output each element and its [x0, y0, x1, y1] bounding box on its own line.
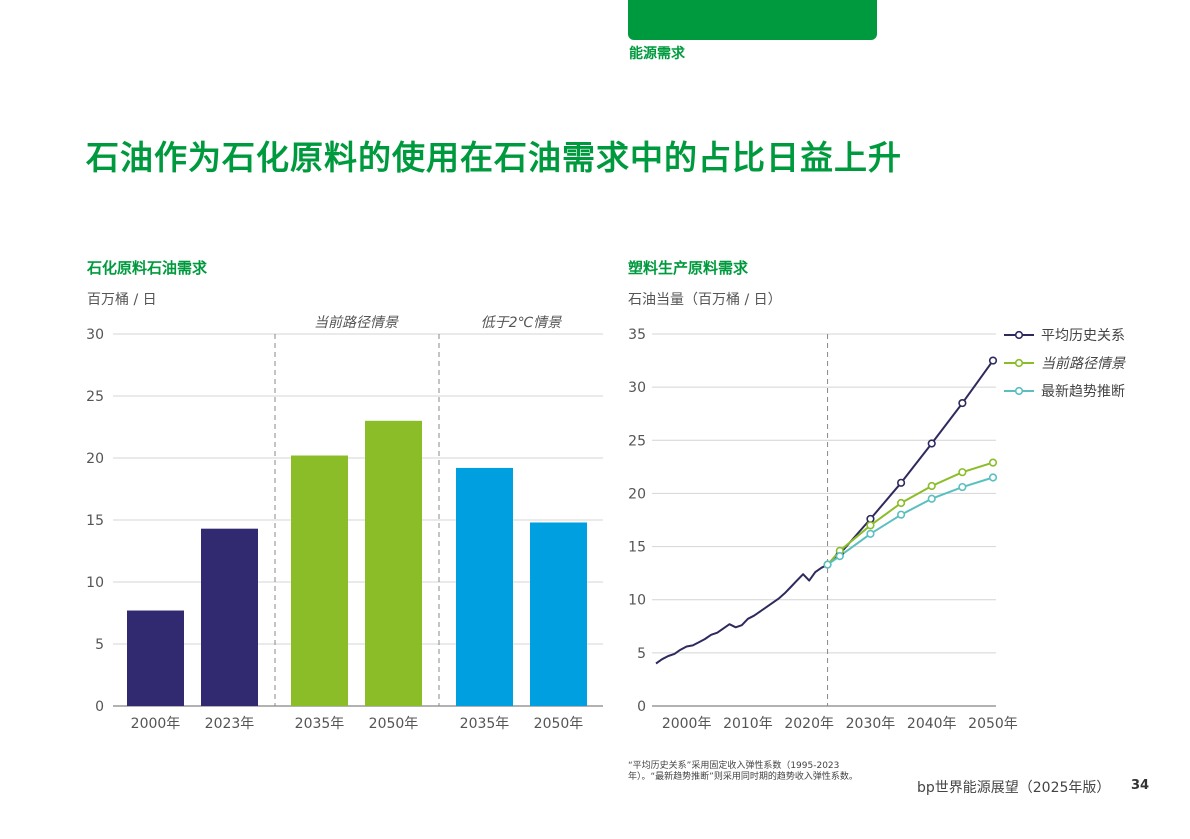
bar-x-tick-label: 2050年	[534, 716, 584, 732]
bar-x-tick-label: 2035年	[295, 716, 345, 732]
bar-chart-unit: 百万桶 / 日	[87, 292, 157, 308]
line-y-tick-label: 35	[628, 327, 646, 343]
bar-y-tick-label: 30	[86, 327, 104, 343]
bar-x-tick-label: 2035年	[460, 716, 510, 732]
bar	[456, 467, 513, 706]
line-y-tick-label: 30	[628, 380, 646, 396]
data-point	[866, 521, 875, 530]
bar-y-tick-label: 20	[86, 451, 104, 467]
bar-y-tick-label: 0	[95, 699, 104, 715]
data-point	[988, 356, 998, 365]
scenario-label: 当前路径情景	[314, 315, 399, 331]
line-y-tick-label: 25	[628, 433, 646, 449]
data-point	[896, 498, 906, 508]
section-tag: 能源需求	[629, 46, 685, 62]
bar-x-tick-label: 2050年	[369, 716, 419, 732]
data-point	[988, 473, 998, 482]
line-chart-title: 塑料生产原料需求	[628, 259, 749, 277]
data-point	[988, 458, 998, 467]
data-point	[927, 481, 936, 491]
legend-label: 最新趋势推断	[1041, 384, 1125, 400]
bar-y-tick-label: 10	[86, 575, 104, 591]
series-line	[827, 476, 994, 566]
line-y-tick-label: 10	[628, 593, 646, 609]
bar-y-tick-label: 15	[86, 513, 104, 529]
series-line	[826, 461, 994, 566]
data-point	[958, 398, 967, 408]
line-x-tick-label: 2010年	[723, 716, 773, 732]
scenario-label: 低于2℃情景	[481, 315, 563, 331]
line-x-tick-label: 2030年	[846, 716, 896, 732]
line-y-tick-label: 5	[637, 646, 646, 662]
line-y-tick-label: 15	[628, 540, 646, 556]
series-line	[655, 360, 994, 665]
data-point	[958, 482, 967, 492]
data-point	[866, 529, 875, 538]
line-x-tick-label: 2050年	[968, 716, 1018, 732]
bar-y-tick-label: 25	[86, 389, 104, 405]
line-y-tick-label: 20	[628, 486, 646, 502]
line-x-tick-label: 2020年	[784, 716, 834, 732]
line-y-tick-label: 0	[637, 699, 646, 715]
page-number: 34	[1131, 778, 1150, 793]
data-point	[896, 510, 906, 519]
bar-x-tick-label: 2000年	[131, 716, 181, 732]
page-title: 石油作为石化原料的使用在石油需求中的占比日益上升	[86, 138, 902, 177]
bar	[127, 610, 184, 706]
legend-marker	[1014, 358, 1024, 368]
data-point	[823, 560, 832, 569]
bar	[365, 420, 422, 706]
data-point	[958, 468, 967, 477]
bar-y-tick-label: 5	[95, 637, 104, 653]
data-point	[927, 494, 936, 503]
bar	[291, 455, 348, 706]
bar	[530, 522, 587, 706]
section-tab-bar	[628, 0, 877, 40]
publication-name: bp世界能源展望（2025年版）	[917, 780, 1111, 796]
line-x-tick-label: 2040年	[907, 716, 957, 732]
bar-chart-title: 石化原料石油需求	[87, 259, 208, 277]
footnote: “平均历史关系”采用固定收入弹性系数（1995-2023年）。“最新趋势推断”则…	[628, 761, 858, 782]
line-chart-unit: 石油当量（百万桶 / 日）	[628, 292, 782, 308]
bar	[201, 528, 258, 706]
data-point	[835, 552, 844, 561]
bar-x-tick-label: 2023年	[205, 716, 255, 732]
data-point	[896, 478, 906, 487]
legend-marker	[1014, 386, 1024, 396]
legend-label: 平均历史关系	[1041, 328, 1125, 344]
legend-label: 当前路径情景	[1041, 356, 1126, 372]
data-point	[927, 439, 936, 448]
legend-marker	[1014, 330, 1024, 340]
line-x-tick-label: 2000年	[662, 716, 712, 732]
